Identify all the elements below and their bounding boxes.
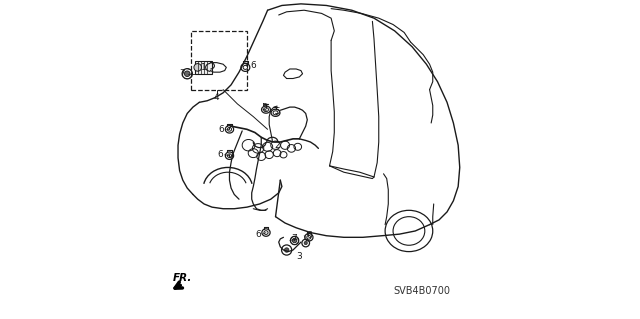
Circle shape [184,71,190,77]
FancyBboxPatch shape [191,31,247,90]
Circle shape [292,238,297,243]
Text: 4: 4 [214,93,220,102]
Text: 6: 6 [255,230,261,239]
Circle shape [284,248,289,252]
Text: 7: 7 [292,234,298,243]
Text: SVB4B0700: SVB4B0700 [393,286,450,296]
Text: 7: 7 [179,69,185,78]
Text: 5: 5 [262,103,268,112]
Text: FR.: FR. [173,273,193,283]
Text: 3: 3 [296,252,302,261]
Text: 2: 2 [275,141,280,150]
Circle shape [194,63,202,71]
Text: 6: 6 [250,61,256,70]
Text: 6: 6 [219,125,225,134]
FancyBboxPatch shape [195,61,212,74]
Text: 5: 5 [275,108,280,116]
Text: 6: 6 [217,150,223,159]
Text: 1: 1 [201,63,207,72]
Text: 6: 6 [306,231,312,240]
Circle shape [304,241,307,245]
